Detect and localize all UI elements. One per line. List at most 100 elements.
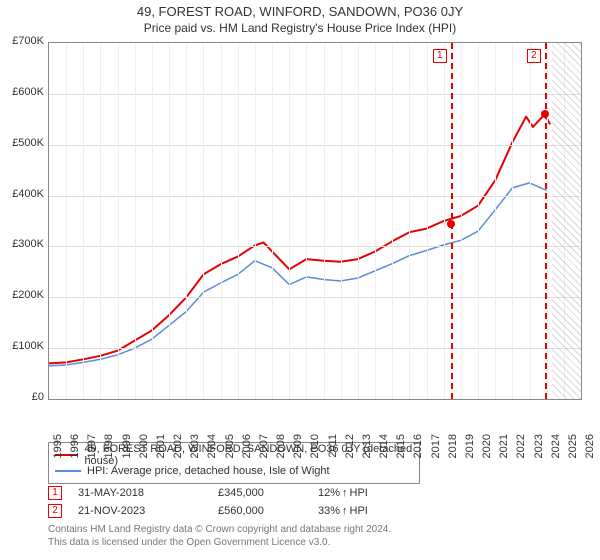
gridline [289,43,290,399]
arrow-up-icon: ↑ [342,505,348,517]
x-tick-label: 2013 [361,434,373,458]
x-tick-label: 2000 [138,434,150,458]
x-tick-label: 2005 [224,434,236,458]
x-tick-label: 2010 [309,434,321,458]
marker-price: £560,000 [218,505,318,517]
gridline [100,43,101,399]
gridline [186,43,187,399]
gridline [152,43,153,399]
gridline [375,43,376,399]
x-tick-label: 2008 [275,434,287,458]
marker-pct: 33% ↑ HPI [318,505,428,517]
x-tick-label: 1995 [52,434,64,458]
titles: 49, FOREST ROAD, WINFORD, SANDOWN, PO36 … [0,0,600,35]
y-tick-label: £200K [0,289,44,301]
marker-price: £345,000 [218,487,318,499]
x-tick-label: 2007 [258,434,270,458]
gridline [306,43,307,399]
gridline [66,43,67,399]
plot-area: 12 [48,42,582,400]
marker-dashline [545,43,547,399]
gridline [135,43,136,399]
gridline [461,43,462,399]
x-tick-label: 2018 [447,434,459,458]
series-line [49,114,550,363]
x-tick-label: 2014 [378,434,390,458]
marker-badge: 2 [527,49,541,63]
gridline [49,94,581,95]
table-row: 2 21-NOV-2023 £560,000 33% ↑ HPI [48,502,548,520]
x-tick-label: 2026 [584,434,596,458]
footer-line: This data is licensed under the Open Gov… [48,537,568,550]
x-tick-label: 2003 [189,434,201,458]
x-tick-label: 2006 [241,434,253,458]
series-svg [49,43,581,399]
gridline [530,43,531,399]
x-tick-label: 2004 [206,434,218,458]
gridline [409,43,410,399]
y-tick-label: £700K [0,35,44,47]
gridline [444,43,445,399]
x-tick-label: 1997 [86,434,98,458]
marker-date: 21-NOV-2023 [78,505,218,517]
gridline [427,43,428,399]
x-tick-label: 1998 [103,434,115,458]
gridline [83,43,84,399]
x-tick-label: 2017 [430,434,442,458]
gridline [118,43,119,399]
gridline [49,145,581,146]
marker-table: 1 31-MAY-2018 £345,000 12% ↑ HPI 2 21-NO… [48,484,548,520]
marker-point [447,220,455,228]
footer-line: Contains HM Land Registry data © Crown c… [48,524,568,537]
x-tick-label: 2019 [464,434,476,458]
gridline [221,43,222,399]
y-tick-label: £300K [0,238,44,250]
gridline [358,43,359,399]
gridline [495,43,496,399]
marker-badge: 1 [433,49,447,63]
x-tick-label: 2009 [292,434,304,458]
marker-badge: 2 [48,504,62,518]
gridline [255,43,256,399]
marker-badge: 1 [48,486,62,500]
x-tick-label: 1999 [121,434,133,458]
y-tick-label: £100K [0,340,44,352]
gridline [49,196,581,197]
gridline [169,43,170,399]
x-tick-label: 2023 [533,434,545,458]
gridline [324,43,325,399]
x-tick-label: 2021 [498,434,510,458]
gridline [547,43,548,399]
y-tick-label: £500K [0,137,44,149]
x-tick-label: 2024 [550,434,562,458]
gridline [49,297,581,298]
chart-title: 49, FOREST ROAD, WINFORD, SANDOWN, PO36 … [0,4,600,19]
x-tick-label: 2011 [327,434,339,458]
marker-pct: 12% ↑ HPI [318,487,428,499]
y-tick-label: £400K [0,188,44,200]
y-tick-label: £600K [0,86,44,98]
x-tick-label: 2012 [344,434,356,458]
x-tick-label: 2016 [412,434,424,458]
future-hatch [552,43,581,399]
gridline [203,43,204,399]
gridline [238,43,239,399]
arrow-up-icon: ↑ [342,487,348,499]
gridline [478,43,479,399]
table-row: 1 31-MAY-2018 £345,000 12% ↑ HPI [48,484,548,502]
gridline [49,246,581,247]
y-tick-label: £0 [0,391,44,403]
x-tick-label: 2022 [515,434,527,458]
gridline [512,43,513,399]
x-tick-label: 2020 [481,434,493,458]
x-tick-label: 2015 [395,434,407,458]
x-tick-label: 2025 [567,434,579,458]
gridline [272,43,273,399]
x-tick-label: 1996 [69,434,81,458]
x-tick-label: 2002 [172,434,184,458]
gridline [49,348,581,349]
legend-swatch [55,470,81,472]
x-tick-label: 2001 [155,434,167,458]
gridline [341,43,342,399]
marker-date: 31-MAY-2018 [78,487,218,499]
